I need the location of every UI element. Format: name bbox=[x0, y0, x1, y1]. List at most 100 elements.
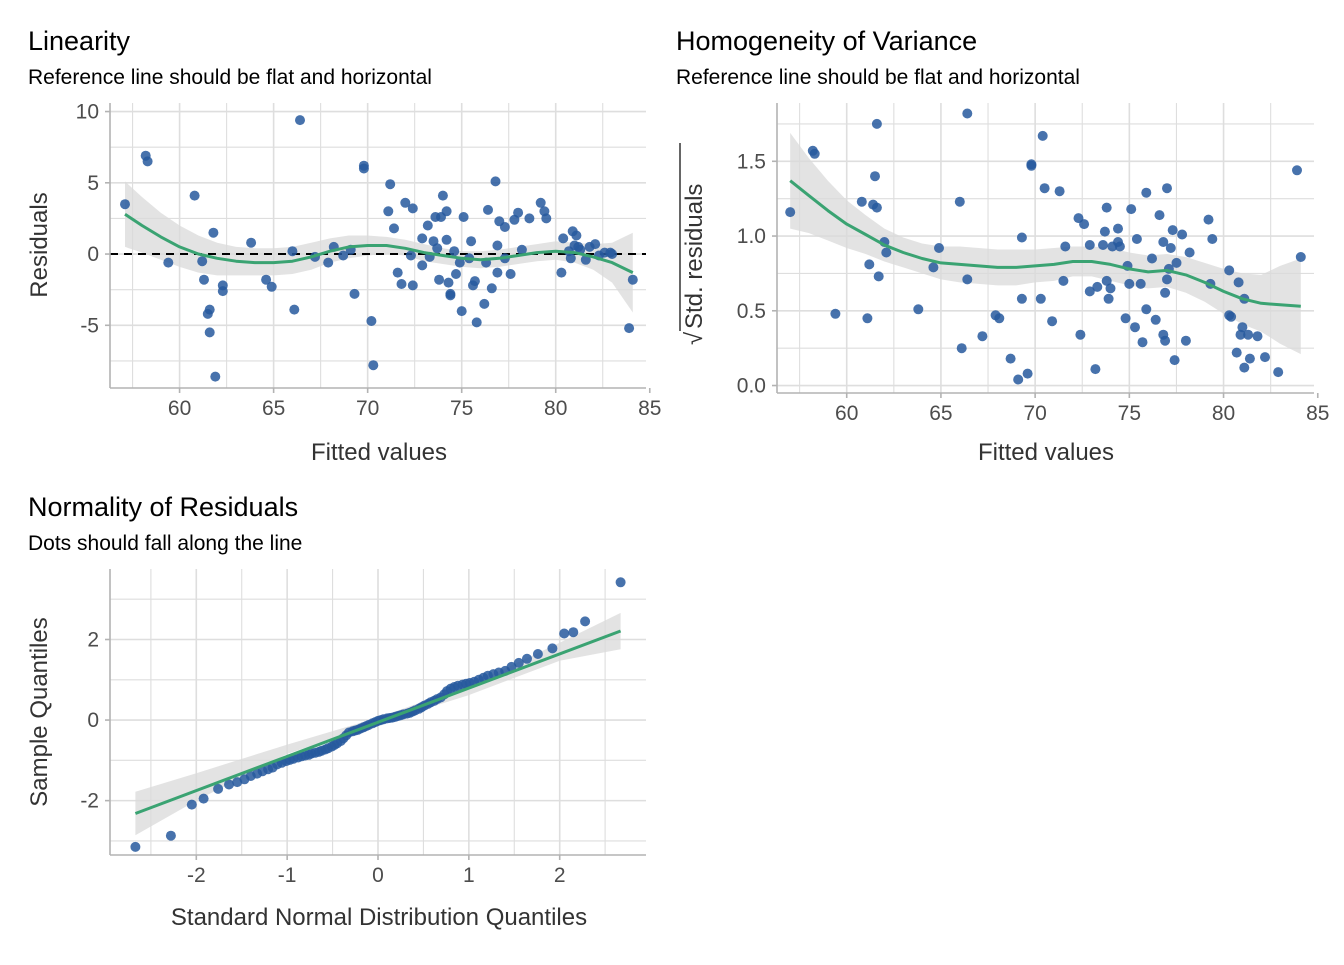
data-point bbox=[417, 260, 428, 271]
y-tick-label: 5 bbox=[87, 172, 99, 195]
x-tick-label: 65 bbox=[929, 402, 952, 425]
data-point bbox=[186, 799, 197, 810]
data-point bbox=[1147, 253, 1157, 264]
data-point bbox=[1005, 353, 1016, 364]
data-point bbox=[1292, 165, 1302, 176]
y-tick-label: 0 bbox=[87, 709, 99, 732]
data-point bbox=[1150, 314, 1161, 325]
data-point bbox=[627, 274, 638, 285]
data-point bbox=[1137, 337, 1148, 348]
data-point bbox=[1060, 241, 1071, 252]
data-point bbox=[1035, 293, 1046, 304]
data-point bbox=[1101, 202, 1112, 213]
data-point bbox=[856, 196, 867, 207]
y-tick-label: 0 bbox=[87, 243, 99, 266]
linearity-smooth-line bbox=[124, 212, 634, 274]
linearity-y-ticks: -5 0 5 10 bbox=[76, 101, 110, 337]
data-point bbox=[471, 317, 482, 328]
homogeneity-panel: Homogeneity of Variance Reference line s… bbox=[676, 26, 1329, 466]
data-point bbox=[1103, 293, 1114, 304]
data-point bbox=[1141, 304, 1152, 315]
data-point bbox=[571, 230, 582, 241]
data-point bbox=[1180, 335, 1191, 346]
data-point bbox=[385, 179, 396, 190]
x-tick-label: 85 bbox=[638, 397, 661, 420]
data-point bbox=[1233, 277, 1244, 288]
data-point bbox=[862, 313, 873, 324]
x-tick-label: 2 bbox=[554, 864, 566, 887]
x-tick-label: -2 bbox=[187, 864, 206, 887]
x-tick-label: 80 bbox=[544, 397, 567, 420]
data-point bbox=[466, 236, 477, 247]
x-tick-label: 75 bbox=[450, 397, 473, 420]
data-point bbox=[358, 163, 369, 174]
data-point bbox=[1101, 275, 1112, 286]
data-point bbox=[516, 244, 527, 255]
data-point bbox=[130, 841, 141, 852]
data-point bbox=[1207, 234, 1218, 244]
data-point bbox=[1016, 293, 1027, 304]
data-point bbox=[456, 306, 467, 317]
data-point bbox=[499, 222, 510, 232]
data-point bbox=[1126, 204, 1137, 215]
data-point bbox=[1099, 226, 1110, 237]
data-point bbox=[1037, 130, 1048, 141]
data-point bbox=[506, 661, 517, 672]
homogeneity-y-axis-title: Std. residuals bbox=[681, 184, 708, 329]
x-tick-label: 80 bbox=[1212, 402, 1235, 425]
data-point bbox=[1160, 335, 1171, 346]
data-point bbox=[881, 247, 892, 258]
data-point bbox=[1162, 274, 1172, 285]
data-point bbox=[785, 207, 796, 218]
data-point bbox=[605, 247, 616, 258]
data-point bbox=[954, 196, 965, 207]
data-point bbox=[934, 243, 944, 253]
data-point bbox=[458, 212, 469, 222]
data-point bbox=[928, 262, 939, 273]
x-tick-label: 70 bbox=[1023, 402, 1046, 425]
data-point bbox=[492, 240, 503, 251]
data-point bbox=[120, 199, 130, 210]
x-tick-label: 1 bbox=[463, 864, 475, 887]
data-point bbox=[532, 649, 543, 659]
data-point bbox=[432, 243, 443, 254]
data-point bbox=[441, 234, 452, 245]
data-point bbox=[1141, 187, 1152, 198]
data-point bbox=[870, 171, 880, 182]
data-point bbox=[1079, 219, 1090, 230]
data-point bbox=[1177, 229, 1188, 240]
fit-line bbox=[134, 629, 622, 815]
data-point bbox=[568, 627, 579, 638]
data-point bbox=[871, 202, 882, 213]
data-point bbox=[1124, 278, 1135, 289]
data-point bbox=[913, 304, 924, 315]
data-point bbox=[1252, 331, 1263, 342]
linearity-panel: Linearity Reference line should be flat … bbox=[26, 26, 661, 466]
data-point bbox=[1244, 353, 1255, 364]
data-point bbox=[873, 271, 884, 282]
data-point bbox=[1022, 368, 1033, 379]
data-point bbox=[1224, 265, 1235, 276]
data-point bbox=[1203, 214, 1214, 225]
homogeneity-confidence-band bbox=[790, 132, 1301, 355]
data-point bbox=[454, 257, 465, 268]
data-point bbox=[189, 190, 200, 201]
fit-line bbox=[124, 212, 634, 274]
data-point bbox=[1231, 347, 1242, 358]
data-point bbox=[368, 360, 379, 371]
data-point bbox=[142, 156, 153, 167]
data-point bbox=[1084, 240, 1095, 250]
data-point bbox=[1160, 287, 1171, 298]
normality-y-axis-title: Sample Quantiles bbox=[26, 617, 53, 806]
data-point bbox=[1090, 364, 1101, 375]
linearity-axes bbox=[109, 103, 646, 389]
data-point bbox=[338, 250, 349, 261]
data-point bbox=[1131, 234, 1142, 244]
homogeneity-x-axis-title: Fitted values bbox=[978, 439, 1114, 466]
x-tick-label: 85 bbox=[1306, 402, 1329, 425]
data-point bbox=[1135, 278, 1146, 289]
data-point bbox=[590, 239, 601, 250]
data-point bbox=[417, 233, 428, 244]
data-point bbox=[513, 657, 524, 668]
